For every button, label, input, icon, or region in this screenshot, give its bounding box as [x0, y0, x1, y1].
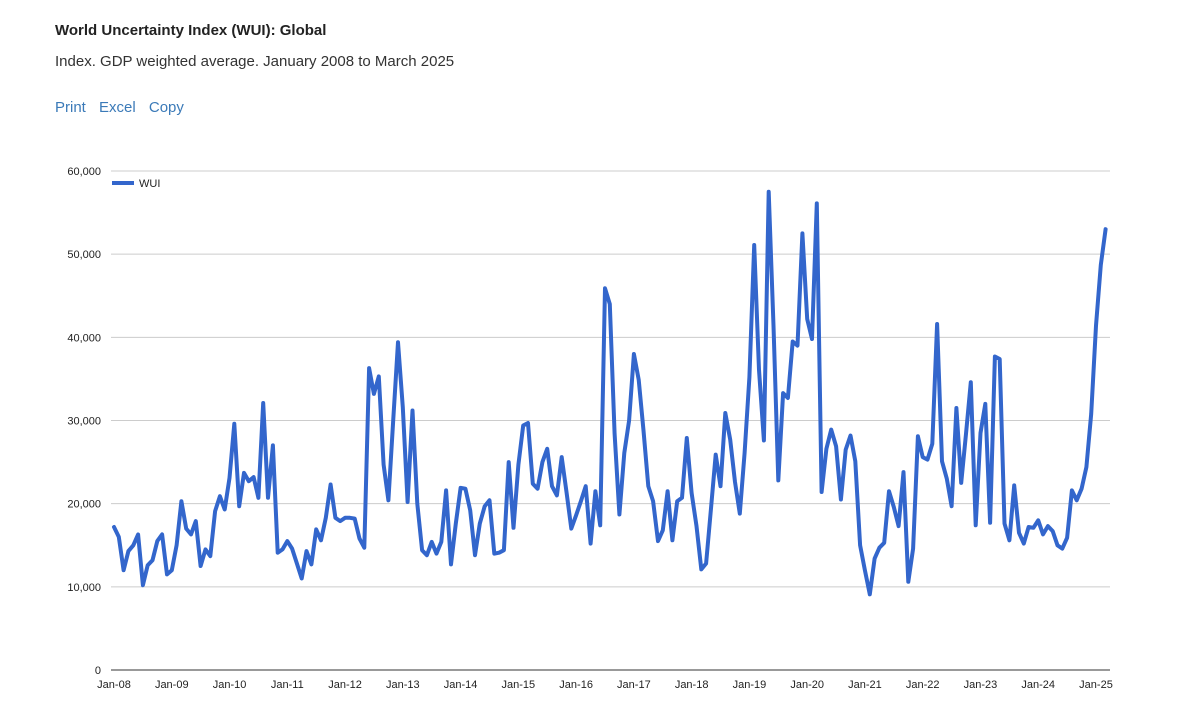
- x-tick-label: Jan-20: [790, 679, 824, 691]
- x-tick-label: Jan-16: [559, 679, 593, 691]
- x-tick-label: Jan-24: [1021, 679, 1055, 691]
- x-tick-label: Jan-12: [328, 679, 362, 691]
- y-tick-label: 20,000: [67, 499, 101, 511]
- print-link[interactable]: Print: [55, 99, 86, 116]
- x-tick-label: Jan-17: [617, 679, 651, 691]
- x-tick-label: Jan-19: [733, 679, 767, 691]
- y-tick-label: 60,000: [67, 166, 101, 178]
- x-tick-label: Jan-13: [386, 679, 420, 691]
- y-tick-label: 0: [95, 665, 101, 677]
- x-tick-label: Jan-08: [97, 679, 131, 691]
- y-tick-label: 10,000: [67, 582, 101, 594]
- x-tick-label: Jan-11: [271, 679, 304, 691]
- legend: WUI: [112, 178, 160, 190]
- x-tick-label: Jan-15: [502, 679, 536, 691]
- excel-link[interactable]: Excel: [99, 99, 136, 116]
- x-tick-label: Jan-25: [1079, 679, 1113, 691]
- x-tick-label: Jan-09: [155, 679, 189, 691]
- y-tick-label: 30,000: [67, 416, 101, 428]
- y-tick-label: 40,000: [67, 332, 101, 344]
- x-tick-label: Jan-22: [906, 679, 940, 691]
- series-layer: [112, 189, 1108, 597]
- series-line-wui: [112, 189, 1108, 597]
- x-tick-label: Jan-10: [213, 679, 247, 691]
- chart-subtitle: Index. GDP weighted average. January 200…: [55, 53, 455, 70]
- y-tick-label: 50,000: [67, 249, 101, 261]
- y-axis-ticks: 0 10,000 20,000 30,000 40,000 50,000 60,000: [67, 166, 101, 677]
- x-tick-label: Jan-23: [964, 679, 998, 691]
- x-tick-label: Jan-18: [675, 679, 709, 691]
- x-axis-ticks: Jan-08 Jan-09 Jan-10 Jan-11 Jan-12 Jan-13 Jan-…: [97, 679, 1113, 691]
- legend-label: WUI: [139, 178, 160, 190]
- toolbar: Print Excel Copy: [55, 99, 193, 116]
- x-tick-label: Jan-14: [444, 679, 478, 691]
- chart-title: World Uncertainty Index (WUI): Global: [55, 22, 327, 39]
- x-tick-label: Jan-21: [848, 679, 882, 691]
- copy-link[interactable]: Copy: [148, 99, 184, 116]
- gridlines: [111, 170, 1110, 671]
